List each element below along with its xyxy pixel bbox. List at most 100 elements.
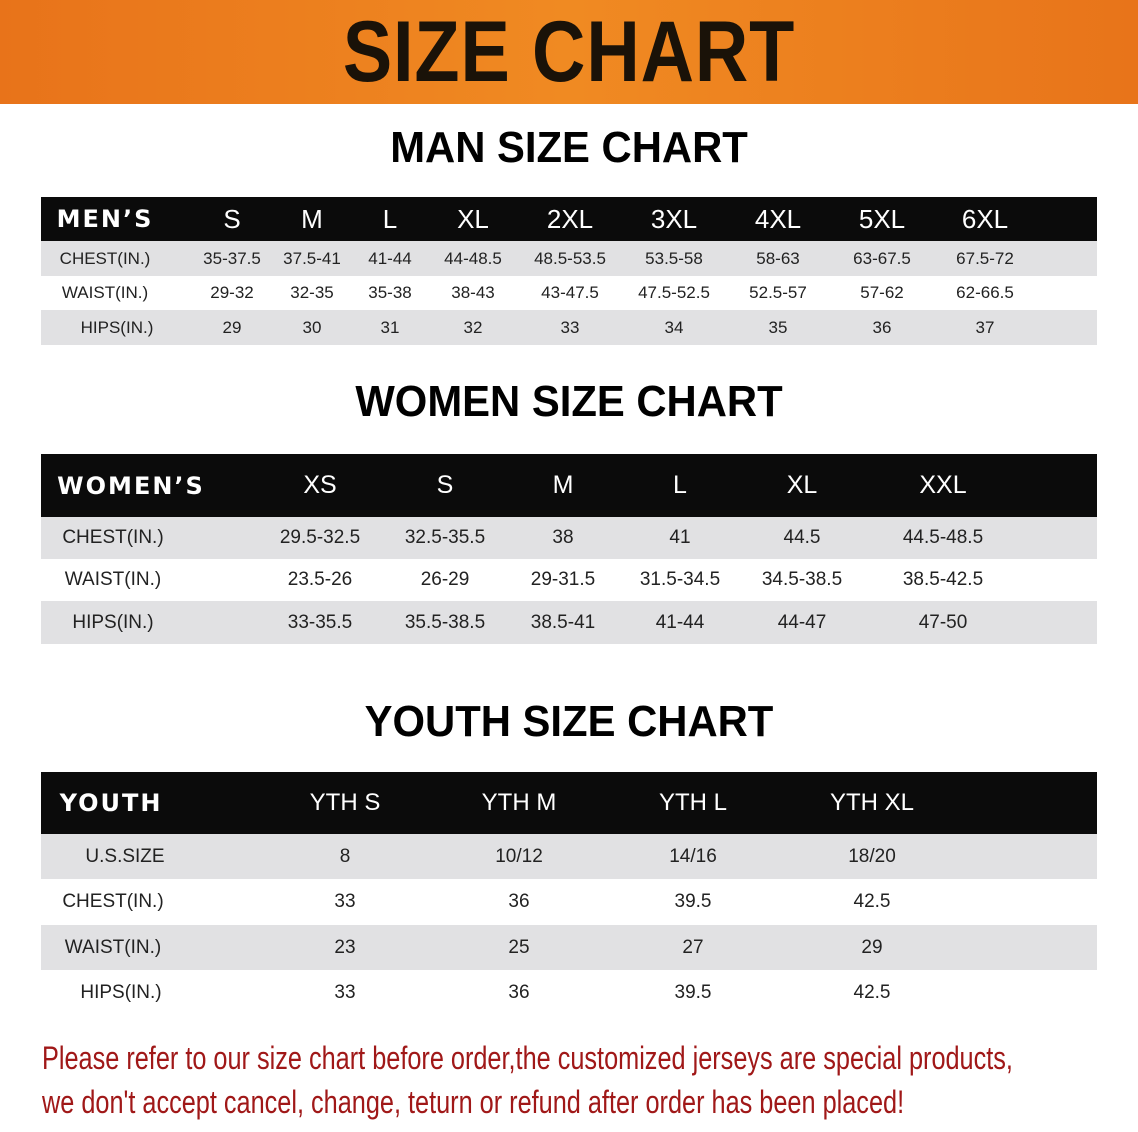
size-column-header: XL — [457, 203, 489, 234]
table-cell: 42.5 — [853, 891, 891, 912]
men-section-title: MAN SIZE CHART — [390, 123, 748, 172]
table-label-header: WOMEN’S — [57, 471, 205, 500]
table-cell: 34.5-38.5 — [761, 569, 843, 590]
table-cell: 36 — [872, 317, 892, 337]
table-cell: 37 — [975, 317, 995, 337]
table-row: WAIST(IN.) 23.5-26 26-29 29-31.5 31.5-34.5 34… — [41, 559, 1097, 601]
youth-header-row: YOUTH YTH S YTH M YTH L YTH XL — [41, 772, 1097, 834]
size-column-header: YTH XL — [829, 789, 915, 816]
table-cell: 29-32 — [210, 283, 254, 302]
table-cell: 37.5-41 — [283, 248, 341, 268]
size-column-header: M — [301, 203, 323, 234]
size-column-header: M — [552, 471, 574, 499]
table-cell: 33 — [560, 317, 580, 337]
table-cell: 33-35.5 — [287, 611, 353, 633]
row-label: WAIST(IN.) — [64, 569, 162, 590]
youth-size-table: YOUTH YTH S YTH M YTH L YTH XL U.S.SIZE 8 10/12… — [41, 772, 1097, 1015]
size-column-header: XS — [303, 471, 337, 499]
size-column-header: 6XL — [961, 203, 1009, 234]
table-cell: 35 — [768, 317, 788, 337]
table-row: CHEST(IN.) 29.5-32.5 32.5-35.5 38 41 44.5 44.5… — [41, 517, 1097, 559]
table-row: WAIST(IN.) 29-32 32-35 35-38 38-43 43-47.5 47.… — [41, 276, 1097, 310]
table-row: HIPS(IN.) 33 36 39.5 42.5 — [41, 970, 1097, 1015]
table-cell: 38.5-41 — [530, 611, 596, 633]
table-cell: 14/16 — [669, 845, 717, 867]
size-column-header: XXL — [919, 471, 967, 499]
table-cell: 32-35 — [290, 283, 334, 302]
table-cell: 67.5-72 — [956, 248, 1014, 268]
table-cell: 29 — [861, 936, 883, 958]
size-column-header: 2XL — [546, 203, 594, 234]
table-cell: 38 — [552, 527, 574, 548]
size-column-header: L — [673, 471, 687, 499]
table-cell: 32.5-35.5 — [404, 527, 486, 548]
table-cell: 10/12 — [495, 845, 543, 867]
table-label-header: MEN’S — [56, 205, 154, 233]
row-label: CHEST(IN.) — [62, 891, 164, 912]
table-cell: 36 — [508, 981, 530, 1003]
table-cell: 47-50 — [918, 611, 968, 633]
table-cell: 38.5-42.5 — [902, 569, 984, 590]
table-row: U.S.SIZE 8 10/12 14/16 18/20 — [41, 834, 1097, 879]
table-cell: 35.5-38.5 — [404, 611, 486, 633]
row-label: HIPS(IN.) — [80, 981, 162, 1003]
table-cell: 25 — [508, 936, 530, 958]
size-column-header: L — [382, 203, 398, 234]
table-cell: 29 — [222, 317, 242, 337]
youth-section-title: YOUTH SIZE CHART — [364, 697, 774, 746]
table-cell: 36 — [508, 891, 530, 912]
table-cell: 35-38 — [368, 283, 412, 302]
table-cell: 32 — [463, 317, 483, 337]
row-label: HIPS(IN.) — [72, 611, 154, 633]
table-cell: 29.5-32.5 — [279, 527, 361, 548]
table-cell: 18/20 — [848, 845, 896, 867]
table-cell: 33 — [334, 981, 356, 1003]
size-column-header: XL — [786, 471, 818, 499]
men-header-row: MEN’S S M L XL 2XL 3XL 4XL 5XL 6XL — [41, 197, 1097, 241]
table-cell: 26-29 — [420, 569, 470, 590]
banner-title: SIZE CHART — [342, 4, 796, 100]
table-cell: 27 — [682, 936, 704, 958]
size-column-header: 4XL — [754, 203, 802, 234]
table-label-header: YOUTH — [59, 789, 163, 817]
table-cell: 41 — [669, 527, 691, 548]
table-cell: 62-66.5 — [956, 283, 1014, 302]
banner: SIZE CHART — [0, 0, 1138, 104]
table-cell: 63-67.5 — [853, 248, 911, 268]
notice-line-1: Please refer to our size chart before or… — [42, 1040, 1013, 1076]
row-label: U.S.SIZE — [85, 845, 165, 867]
table-cell: 34 — [664, 317, 684, 337]
table-cell: 43-47.5 — [541, 283, 599, 302]
table-cell: 35-37.5 — [203, 248, 261, 268]
size-column-header: 3XL — [650, 203, 698, 234]
table-cell: 58-63 — [756, 248, 800, 268]
table-cell: 39.5 — [674, 891, 712, 912]
table-cell: 29-31.5 — [530, 569, 596, 590]
table-cell: 8 — [339, 845, 351, 867]
table-cell: 41-44 — [655, 611, 705, 633]
table-cell: 41-44 — [368, 248, 412, 268]
size-column-header: YTH S — [309, 789, 381, 816]
table-cell: 42.5 — [853, 981, 891, 1003]
table-row: HIPS(IN.) 33-35.5 35.5-38.5 38.5-41 41-44 44-… — [41, 601, 1097, 644]
table-cell: 53.5-58 — [645, 248, 703, 268]
women-size-table: WOMEN’S XS S M L XL XXL CHEST(IN.) 29.5-32.5 32.5… — [41, 454, 1097, 644]
table-cell: 23.5-26 — [287, 569, 353, 590]
women-header-row: WOMEN’S XS S M L XL XXL — [41, 454, 1097, 517]
table-cell: 31.5-34.5 — [639, 569, 721, 590]
table-cell: 57-62 — [860, 283, 904, 302]
table-cell: 33 — [334, 891, 356, 912]
table-cell: 30 — [302, 317, 322, 337]
size-column-header: 5XL — [858, 203, 906, 234]
table-cell: 48.5-53.5 — [534, 248, 606, 268]
table-row: WAIST(IN.) 23 25 27 29 — [41, 925, 1097, 970]
size-column-header: YTH L — [658, 789, 728, 816]
size-column-header: YTH M — [481, 789, 557, 816]
size-column-header: S — [223, 203, 241, 234]
table-cell: 23 — [334, 936, 356, 958]
row-label: WAIST(IN.) — [61, 283, 149, 302]
men-size-table: MEN’S S M L XL 2XL 3XL 4XL 5XL 6XL CHEST(IN.) 35-37… — [41, 197, 1097, 345]
table-cell: 44-47 — [777, 611, 827, 633]
notice-line-2: we don't accept cancel, change, teturn o… — [42, 1084, 905, 1120]
row-label: CHEST(IN.) — [62, 527, 164, 548]
